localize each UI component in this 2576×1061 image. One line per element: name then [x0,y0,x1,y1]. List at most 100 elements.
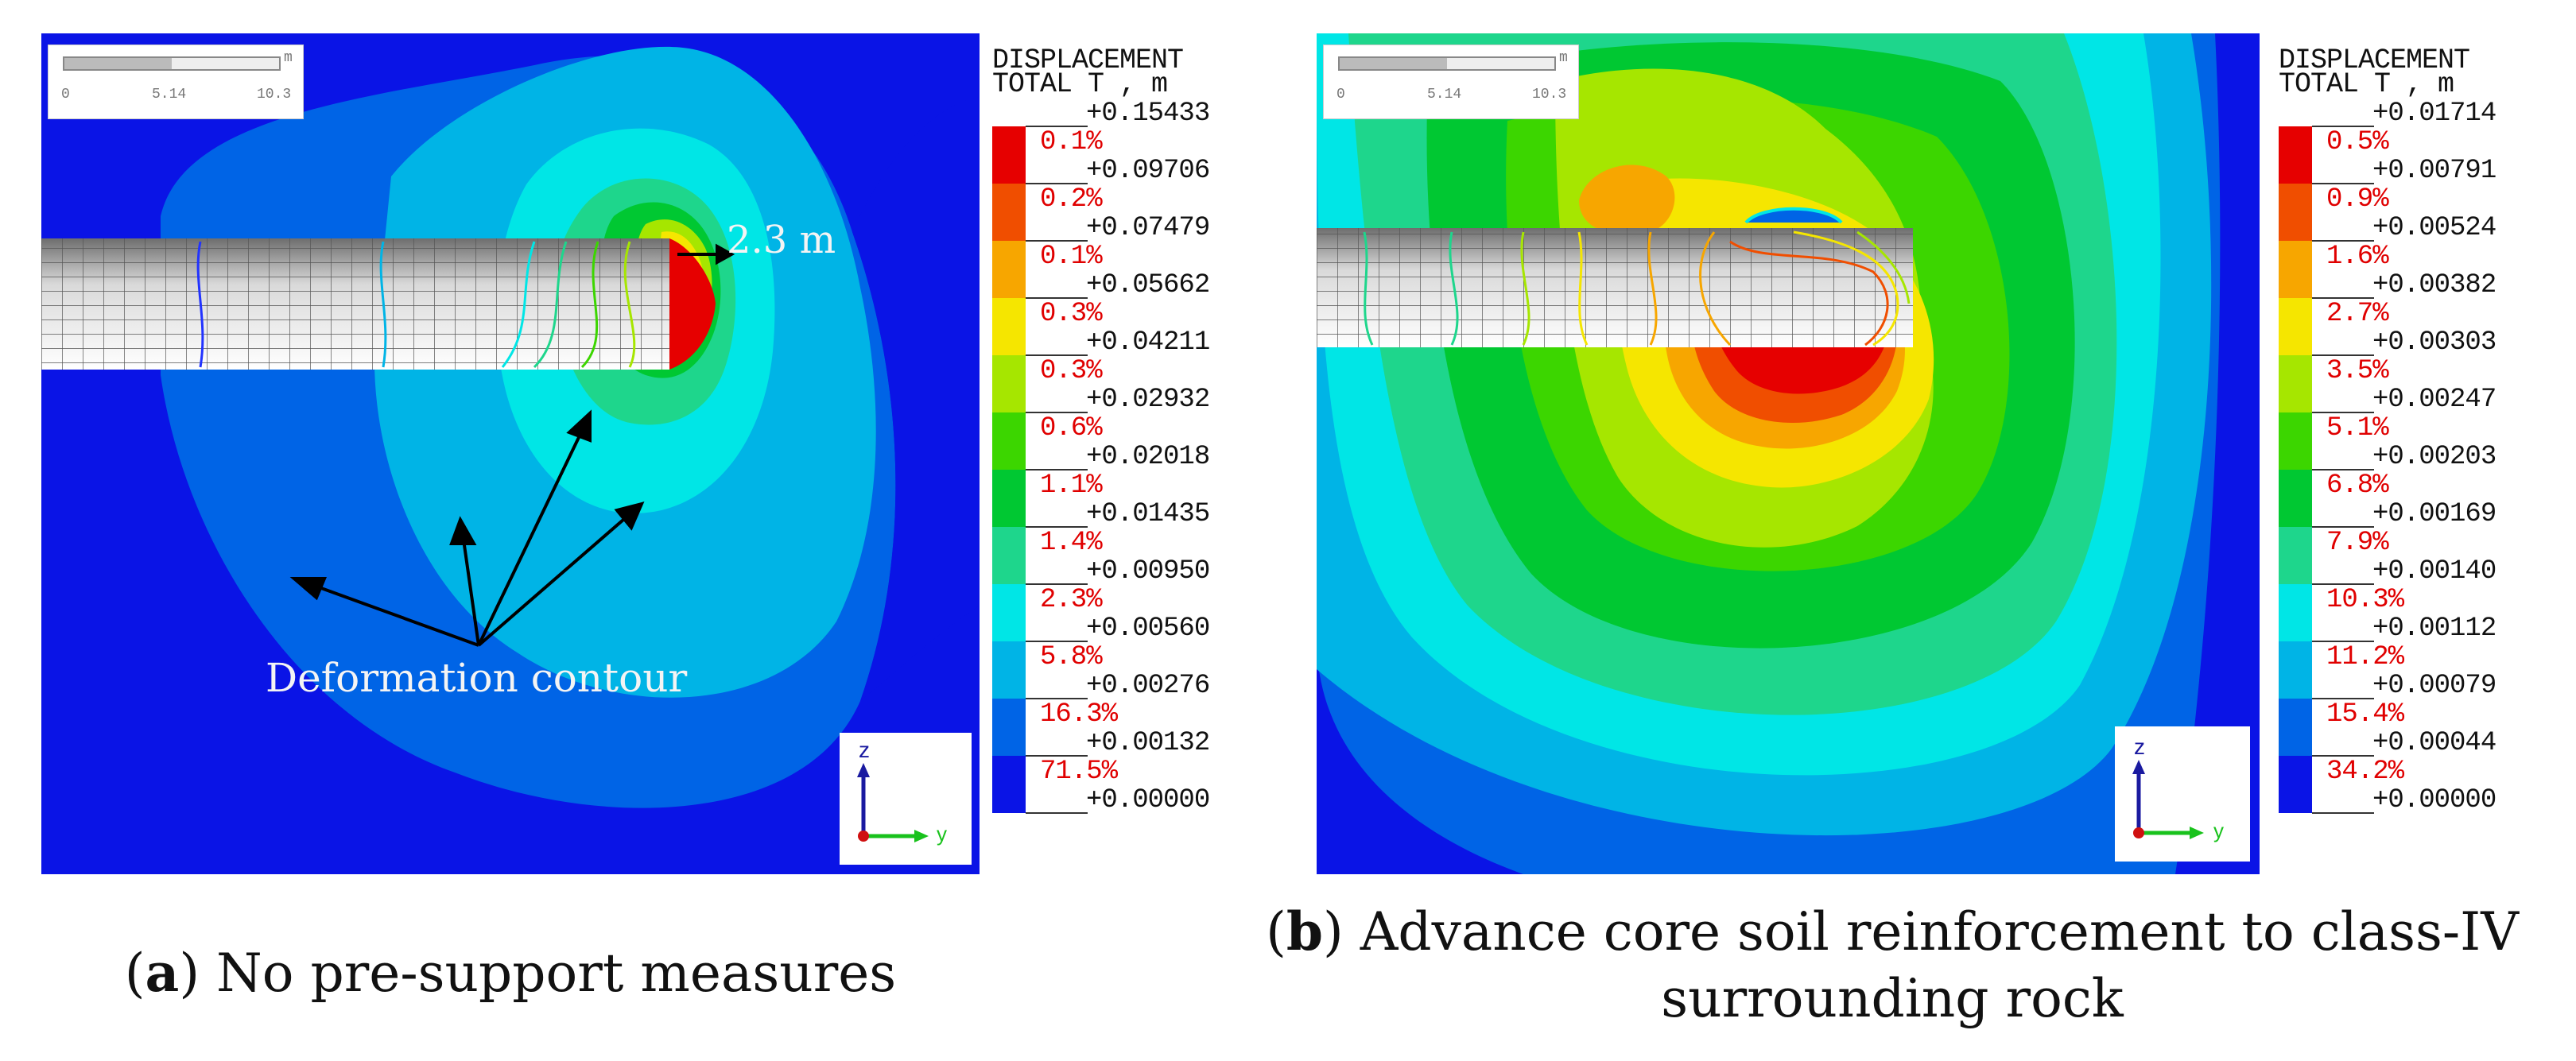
legend-swatch [992,584,1026,641]
caption-a: (a) No pre-support measures [124,942,897,1004]
legend-percent: 0.6% [1040,413,1103,443]
scale-bar-track [63,56,281,71]
legend-value: +0.09706 [1086,156,1210,186]
caption-b: (b) Advance core soil reinforcement to c… [1240,898,2544,1032]
legend-value: +0.00303 [2372,327,2496,358]
legend-value: +0.02018 [1086,442,1210,472]
legend-tick [2312,641,2374,642]
legend-tick [2312,755,2374,757]
legend-value: +0.00079 [2372,671,2496,701]
legend-value: +0.00791 [2372,156,2496,186]
legend-value: +0.00044 [2372,728,2496,758]
legend-value: +0.01714 [2372,99,2496,129]
legend-swatch [2279,470,2312,527]
legend-tick [1026,698,1088,699]
panel-b-axis-triad: z y [2115,726,2250,862]
legend-swatch [2279,584,2312,641]
legend-tick [2312,354,2374,356]
scale-bar-fill [64,58,172,69]
legend-tick [1026,812,1088,814]
legend-value: +0.00382 [2372,270,2496,300]
legend-tick [2312,469,2374,470]
legend-swatch [2279,527,2312,584]
legend-tick [2312,126,2374,127]
panel-a-scale-bar: m 0 5.14 10.3 [48,45,304,119]
caption-b-text-line2: surrounding rock [1661,968,2124,1029]
panel-a-legend: DISPLACEMENT TOTAL T , m +0.15433 0.1% +0.… [992,46,1231,873]
legend-tick [1026,297,1088,299]
scale-tick-2: 10.3 [1532,87,1567,103]
caption-b-line1: (b) Advance core soil reinforcement to c… [1266,900,2519,962]
band-edge [2175,33,2260,874]
scale-bar-track [1338,56,1556,71]
legend-percent: 10.3% [2326,585,2404,615]
legend-percent: 71.5% [1040,757,1118,787]
legend-tick [1026,641,1088,642]
legend-percent: 0.2% [1040,184,1103,215]
legend-swatch [992,355,1026,412]
legend-swatch [2279,756,2312,813]
scale-tick-0: 0 [1336,87,1345,103]
legend-tick [2312,583,2374,585]
legend-value: +0.00247 [2372,385,2496,415]
distance-arrow [677,243,735,265]
legend-tick [2312,412,2374,413]
caption-a-text: No pre-support measures [216,943,897,1004]
legend-tick [1026,583,1088,585]
legend-value: +0.00276 [1086,671,1210,701]
legend-swatch [992,126,1026,184]
legend-tick [1026,354,1088,356]
legend-swatch [2279,699,2312,756]
legend-swatch [992,470,1026,527]
tunnel-mesh [1317,228,1913,347]
legend-percent: 0.1% [1040,242,1103,272]
legend-swatch [2279,641,2312,699]
legend-percent: 5.1% [2326,413,2389,443]
legend-value: +0.02932 [1086,385,1210,415]
scale-unit: m [284,50,293,66]
panel-b-scale-bar: m 0 5.14 10.3 [1323,45,1579,119]
band-edge [852,97,980,701]
legend-tick [1026,183,1088,184]
legend-tick [1026,412,1088,413]
legend-value: +0.00000 [1086,785,1210,815]
legend-swatch [992,298,1026,355]
tunnel-contour-lines [1363,230,1911,347]
legend-swatch [992,699,1026,756]
legend-title-line2: TOTAL T , m [992,68,1168,100]
legend-percent: 0.9% [2326,184,2389,215]
caption-b-label: b [1286,900,1323,962]
legend-swatch [2279,184,2312,241]
legend-value: +0.04211 [1086,327,1210,358]
legend-swatch [992,756,1026,813]
legend-value: +0.01435 [1086,499,1210,529]
panel-a-contour-plot: m 0 5.14 10.3 2.3 m Deformation contour … [41,33,980,874]
contour-line [501,241,536,368]
legend-percent: 1.6% [2326,242,2389,272]
band-small-orange [1579,165,1675,235]
legend-value: +0.00560 [1086,614,1210,644]
legend-percent: 2.7% [2326,299,2389,329]
axis-y-label: y [2213,819,2224,842]
legend-value: +0.00950 [1086,556,1210,587]
legend-swatch [2279,298,2312,355]
legend-value: +0.00169 [2372,499,2496,529]
axis-triad-svg [857,763,929,842]
panel-b-legend: DISPLACEMENT TOTAL T , m +0.01714 0.5% +0.… [2279,46,2517,873]
deformation-arrows [289,409,645,647]
legend-value: +0.05662 [1086,270,1210,300]
tunnel-face [669,238,716,370]
legend-tick [1026,126,1088,127]
caption-b-text-line1: Advance core soil reinforcement to class… [1360,901,2519,962]
axis-z-label: z [2134,734,2145,759]
legend-swatch [2279,126,2312,184]
crown-contour [1744,207,1843,224]
axis-z-label: z [859,738,870,762]
legend-value: +0.00203 [2372,442,2496,472]
scale-tick-0: 0 [61,87,70,103]
legend-tick [1026,755,1088,757]
legend-percent: 2.3% [1040,585,1103,615]
legend-tick [2312,526,2374,528]
legend-swatch [992,184,1026,241]
legend-percent: 1.4% [1040,528,1103,558]
